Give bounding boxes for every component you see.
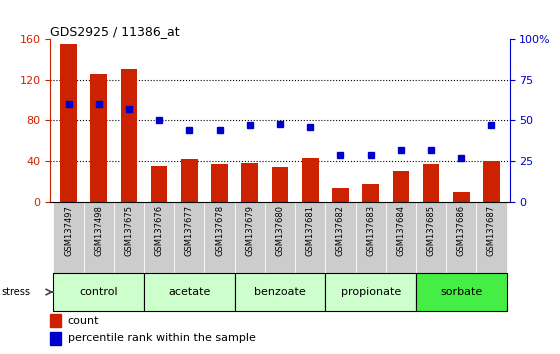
- Bar: [60, 44, 77, 202]
- Text: GSM137497: GSM137497: [64, 205, 73, 256]
- Bar: [356, 202, 386, 273]
- Bar: [235, 202, 265, 273]
- Bar: [416, 202, 446, 273]
- Text: GSM137683: GSM137683: [366, 205, 375, 256]
- Text: GSM137679: GSM137679: [245, 205, 254, 256]
- Text: acetate: acetate: [168, 287, 211, 297]
- Bar: [423, 164, 440, 202]
- Text: benzoate: benzoate: [254, 287, 306, 297]
- Bar: [272, 167, 288, 202]
- Bar: [90, 74, 107, 202]
- Bar: [53, 202, 83, 273]
- Bar: [416, 273, 507, 311]
- Text: sorbate: sorbate: [440, 287, 482, 297]
- Bar: [332, 188, 349, 202]
- Bar: [181, 159, 198, 202]
- Bar: [50, 332, 60, 345]
- Text: GSM137681: GSM137681: [306, 205, 315, 256]
- Text: count: count: [68, 316, 99, 326]
- Text: GSM137498: GSM137498: [94, 205, 103, 256]
- Bar: [295, 202, 325, 273]
- Text: GSM137687: GSM137687: [487, 205, 496, 256]
- Bar: [144, 202, 174, 273]
- Bar: [211, 164, 228, 202]
- Bar: [151, 166, 167, 202]
- Text: GSM137684: GSM137684: [396, 205, 405, 256]
- Text: GSM137678: GSM137678: [215, 205, 224, 256]
- Bar: [241, 163, 258, 202]
- Bar: [302, 158, 319, 202]
- Bar: [386, 202, 416, 273]
- Bar: [144, 273, 235, 311]
- Text: stress: stress: [1, 287, 30, 297]
- Bar: [483, 161, 500, 202]
- Bar: [114, 202, 144, 273]
- Text: GDS2925 / 11386_at: GDS2925 / 11386_at: [50, 25, 180, 38]
- Text: propionate: propionate: [340, 287, 401, 297]
- Text: GSM137677: GSM137677: [185, 205, 194, 256]
- Text: GSM137686: GSM137686: [457, 205, 466, 256]
- Text: percentile rank within the sample: percentile rank within the sample: [68, 333, 256, 343]
- Text: GSM137675: GSM137675: [124, 205, 133, 256]
- Bar: [477, 202, 507, 273]
- Bar: [393, 171, 409, 202]
- Bar: [174, 202, 204, 273]
- Text: GSM137680: GSM137680: [276, 205, 284, 256]
- Text: GSM137685: GSM137685: [427, 205, 436, 256]
- Bar: [325, 273, 416, 311]
- Bar: [362, 184, 379, 202]
- Text: GSM137676: GSM137676: [155, 205, 164, 256]
- Bar: [325, 202, 356, 273]
- Bar: [53, 273, 144, 311]
- Bar: [83, 202, 114, 273]
- Bar: [446, 202, 477, 273]
- Bar: [50, 314, 60, 327]
- Bar: [235, 273, 325, 311]
- Text: GSM137682: GSM137682: [336, 205, 345, 256]
- Bar: [204, 202, 235, 273]
- Text: control: control: [80, 287, 118, 297]
- Bar: [120, 69, 137, 202]
- Bar: [453, 192, 470, 202]
- Bar: [265, 202, 295, 273]
